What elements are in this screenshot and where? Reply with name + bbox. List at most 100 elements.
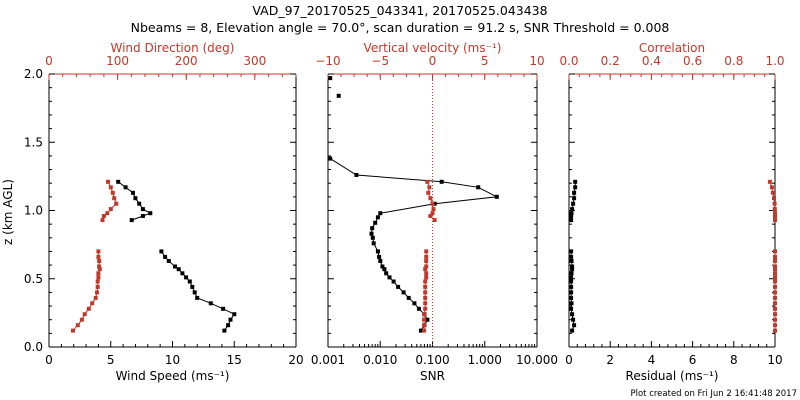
data-point bbox=[100, 218, 105, 223]
data-point bbox=[423, 279, 428, 284]
data-point bbox=[572, 196, 577, 201]
y-tick-label: 1.0 bbox=[24, 204, 43, 218]
data-point bbox=[412, 301, 417, 306]
y-tick-label: 2.0 bbox=[24, 67, 43, 81]
chart-subtitle: Nbeams = 8, Elevation angle = 70.0°, sca… bbox=[131, 20, 670, 35]
data-point bbox=[380, 264, 385, 269]
data-point bbox=[569, 271, 574, 276]
data-point bbox=[90, 301, 95, 306]
y-tick-label: 0.5 bbox=[24, 272, 43, 286]
data-point bbox=[423, 295, 428, 300]
data-point bbox=[772, 207, 777, 212]
data-point bbox=[773, 259, 777, 263]
data-point bbox=[423, 290, 428, 295]
data-point bbox=[573, 185, 578, 190]
data-point bbox=[569, 211, 574, 216]
data-point bbox=[773, 290, 777, 295]
data-point bbox=[423, 267, 428, 272]
data-point bbox=[86, 306, 91, 311]
data-point bbox=[424, 254, 429, 259]
data-point bbox=[769, 185, 774, 190]
data-point bbox=[221, 306, 226, 311]
data-point bbox=[772, 196, 776, 201]
data-point bbox=[424, 259, 429, 263]
data-point bbox=[375, 249, 380, 254]
data-point bbox=[426, 190, 431, 195]
data-point bbox=[773, 271, 777, 276]
top-axis-title: Wind Direction (deg) bbox=[111, 41, 235, 55]
top-axis-title: Vertical velocity (ms⁻¹) bbox=[364, 41, 502, 55]
bottom-tick-label: 10 bbox=[165, 353, 180, 367]
top-axis-title: Correlation bbox=[639, 41, 705, 55]
top-tick-label: 10 bbox=[529, 54, 544, 68]
data-point bbox=[476, 185, 481, 190]
data-point bbox=[570, 328, 575, 333]
top-tick-label: 0 bbox=[429, 54, 437, 68]
data-point bbox=[773, 295, 777, 300]
data-point bbox=[571, 317, 576, 322]
bottom-tick-label: 10 bbox=[767, 353, 782, 367]
top-tick-label: 300 bbox=[243, 54, 266, 68]
data-point bbox=[180, 271, 185, 276]
data-point bbox=[425, 317, 430, 322]
data-point bbox=[569, 254, 574, 259]
data-point bbox=[373, 220, 378, 225]
data-point bbox=[428, 196, 433, 201]
data-point bbox=[422, 328, 427, 333]
data-point bbox=[101, 214, 106, 218]
data-point bbox=[569, 218, 574, 223]
data-point bbox=[370, 235, 375, 240]
data-point bbox=[773, 214, 777, 218]
data-point bbox=[569, 249, 574, 254]
data-point bbox=[96, 271, 101, 276]
bottom-tick-label: 10.000 bbox=[516, 353, 558, 367]
data-point bbox=[569, 290, 574, 295]
chart-title: VAD_97_20170525_043341, 20170525.043438 bbox=[252, 3, 547, 18]
data-point bbox=[378, 259, 383, 263]
top-tick-label: −5 bbox=[371, 54, 389, 68]
data-point bbox=[773, 249, 777, 254]
data-point bbox=[424, 275, 429, 280]
data-point bbox=[773, 323, 777, 328]
series-line bbox=[117, 181, 152, 221]
data-point bbox=[222, 328, 227, 333]
bottom-axis-title: Residual (ms⁻¹) bbox=[626, 369, 719, 383]
data-point bbox=[129, 218, 134, 223]
plot-created-note: Plot created on Fri Jun 2 16:41:48 2017 bbox=[630, 389, 797, 399]
data-point bbox=[570, 264, 575, 269]
data-point bbox=[425, 179, 430, 184]
data-point bbox=[573, 179, 578, 184]
data-point bbox=[423, 284, 428, 289]
data-point bbox=[773, 306, 777, 311]
data-point bbox=[336, 93, 341, 98]
data-point bbox=[422, 317, 427, 322]
data-point bbox=[95, 284, 100, 289]
data-point bbox=[192, 290, 197, 295]
bottom-tick-label: 2 bbox=[606, 353, 614, 367]
bottom-tick-label: 4 bbox=[648, 353, 656, 367]
data-point bbox=[569, 284, 574, 289]
data-point bbox=[382, 267, 387, 272]
data-point bbox=[424, 264, 429, 269]
data-point bbox=[148, 211, 153, 216]
data-point bbox=[105, 211, 110, 216]
data-point bbox=[571, 201, 576, 206]
bottom-axis-title: SNR bbox=[420, 369, 445, 383]
top-tick-label: 0.8 bbox=[724, 54, 743, 68]
data-point bbox=[570, 207, 575, 212]
data-point bbox=[430, 211, 435, 216]
data-point bbox=[93, 295, 98, 300]
top-tick-label: −10 bbox=[315, 54, 340, 68]
data-point bbox=[772, 201, 777, 206]
top-tick-label: 100 bbox=[106, 54, 129, 68]
data-point bbox=[140, 207, 145, 212]
data-point bbox=[123, 185, 128, 190]
data-point bbox=[71, 328, 75, 333]
data-point bbox=[140, 214, 145, 218]
data-point bbox=[570, 267, 575, 272]
data-point bbox=[184, 275, 189, 280]
data-point bbox=[370, 226, 375, 231]
data-point bbox=[773, 254, 777, 259]
data-point bbox=[208, 301, 213, 306]
